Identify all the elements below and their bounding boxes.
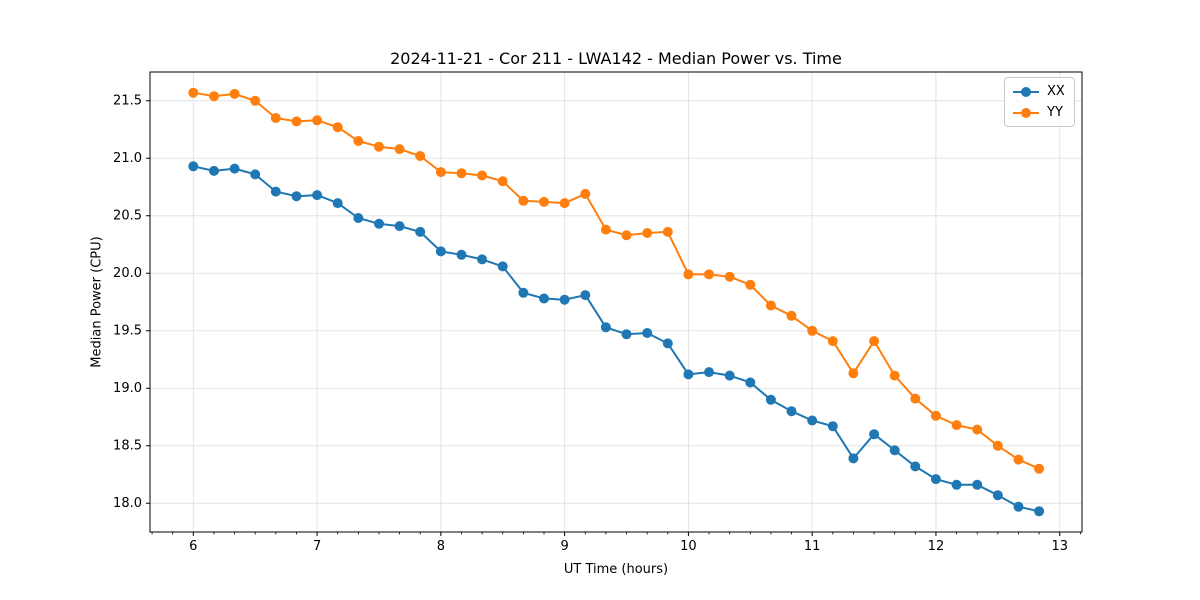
- y-axis-label: Median Power (CPU): [89, 236, 105, 368]
- svg-text:20.5: 20.5: [113, 208, 142, 223]
- svg-text:10: 10: [680, 539, 697, 554]
- x-axis-label: UT Time (hours): [563, 562, 669, 577]
- legend-item-yy: YY: [1013, 103, 1065, 122]
- svg-text:6: 6: [189, 539, 197, 554]
- legend: XX YY: [1004, 77, 1075, 127]
- legend-item-xx: XX: [1013, 82, 1065, 101]
- svg-text:18.0: 18.0: [113, 496, 142, 511]
- svg-text:11: 11: [804, 539, 821, 554]
- svg-text:8: 8: [437, 539, 445, 554]
- svg-text:19.0: 19.0: [113, 381, 142, 396]
- legend-label-yy: YY: [1047, 105, 1063, 120]
- svg-text:19.5: 19.5: [113, 323, 142, 338]
- legend-line-marker-icon: [1013, 86, 1039, 97]
- svg-text:12: 12: [928, 539, 945, 554]
- chart-title: 2024-11-21 - Cor 211 - LWA142 - Median P…: [390, 49, 842, 68]
- svg-text:7: 7: [313, 539, 321, 554]
- svg-text:21.5: 21.5: [113, 93, 142, 108]
- svg-text:21.0: 21.0: [113, 151, 142, 166]
- svg-text:9: 9: [560, 539, 568, 554]
- legend-label-xx: XX: [1047, 84, 1065, 99]
- svg-text:20.0: 20.0: [113, 266, 142, 281]
- legend-line-marker-icon: [1013, 107, 1039, 118]
- svg-text:13: 13: [1051, 539, 1068, 554]
- svg-text:18.5: 18.5: [113, 438, 142, 453]
